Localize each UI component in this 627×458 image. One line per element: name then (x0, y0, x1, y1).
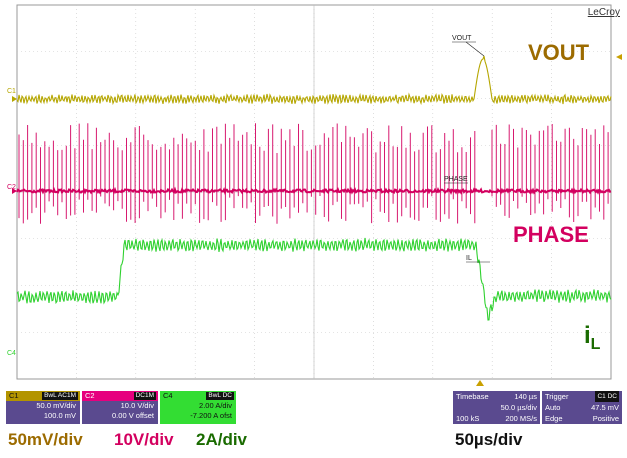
coupling-tag: BwL AC1M (42, 392, 78, 400)
coupling-tag: BwL DC (206, 392, 234, 400)
probe-leader-vout (465, 41, 485, 57)
trigger-level: 47.5 mV (591, 403, 619, 412)
phase-annotation: PHASE (513, 222, 589, 247)
oscilloscope-display: VOUT PHASE IL LeCroy VOUT PHASE iL C1 C2 C… (7, 4, 622, 386)
channel-id: C2 (85, 391, 95, 400)
sample-rate: 200 MS/s (505, 414, 537, 423)
il-annotation-main: i (584, 322, 591, 349)
il-annotation-sub: L (590, 335, 601, 353)
brand-logo: LeCroy (587, 7, 620, 18)
il-scale-caption: 2A/div (196, 430, 248, 449)
vout-scale-caption: 50mV/div (8, 430, 83, 449)
channel-panel-c2[interactable]: C2 DC1M 10.0 V/div 0.00 V offset (82, 391, 158, 424)
time-per-div: 50.0 µs/div (500, 403, 537, 412)
offset-value: 0.00 V offset (112, 411, 154, 420)
trigger-mode: Auto (545, 403, 561, 412)
volts-per-div: 10.0 V/div (120, 401, 154, 410)
probe-label-il: IL (466, 255, 472, 262)
sample-count: 100 kS (456, 414, 480, 423)
phase-scale-caption: 10V/div (114, 430, 174, 449)
channel-marker-c2: C2 (7, 184, 16, 191)
il-annotation: iL (584, 322, 600, 354)
trigger-level-marker (616, 54, 622, 60)
trigger-slope: Positive (592, 414, 619, 423)
timebase-panel[interactable]: Timebase 140 µs 50.0 µs/div 100 kS 200 MS/… (453, 391, 540, 424)
channel-id: C4 (163, 391, 173, 400)
timebase-label: Timebase (456, 392, 489, 401)
c1-ground-marker (12, 96, 17, 102)
channel-marker-c4: C4 (7, 350, 16, 357)
channel-id: C1 (9, 391, 19, 400)
trigger-label: Trigger (545, 392, 569, 401)
timebase-delay: 140 µs (514, 392, 537, 401)
channel-panel-c1[interactable]: C1 BwL AC1M 50.0 mV/div 100.0 mV (6, 391, 80, 424)
offset-value: -7.200 A ofst (190, 411, 232, 420)
probe-label-vout: VOUT (452, 35, 472, 42)
phase-switching-spikes (18, 123, 609, 224)
trigger-panel[interactable]: Trigger C1 DC Auto 47.5 mV Edge Positive (542, 391, 622, 424)
time-scale-caption: 50µs/div (455, 430, 523, 449)
volts-per-div: 50.0 mV/div (36, 401, 76, 410)
trigger-type: Edge (545, 414, 563, 423)
phase-baseline (16, 186, 612, 196)
vout-annotation: VOUT (528, 40, 590, 65)
waveform-area: VOUT PHASE IL (12, 4, 622, 386)
probe-label-phase: PHASE (444, 176, 468, 183)
offset-value: 100.0 mV (43, 411, 76, 420)
coupling-tag: DC1M (133, 392, 156, 400)
c2-ground-marker (12, 188, 17, 194)
trigger-source: C1 DC (595, 391, 619, 402)
il-trace (16, 237, 612, 321)
channel-panel-c4[interactable]: C4 BwL DC 2.00 A/div -7.200 A ofst (160, 391, 236, 424)
amps-per-div: 2.00 A/div (199, 401, 232, 410)
trigger-time-marker (476, 380, 484, 386)
channel-marker-c1: C1 (7, 88, 16, 95)
vout-trace (16, 55, 612, 106)
